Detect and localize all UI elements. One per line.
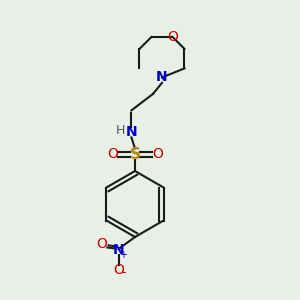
- Text: O: O: [152, 148, 163, 161]
- Text: S: S: [130, 147, 140, 162]
- Text: O: O: [107, 148, 118, 161]
- Text: O: O: [113, 263, 124, 277]
- Text: O: O: [97, 238, 107, 251]
- Text: -: -: [122, 266, 126, 280]
- Text: H: H: [115, 124, 125, 137]
- Text: +: +: [119, 250, 127, 260]
- Text: N: N: [113, 244, 124, 257]
- Text: N: N: [156, 70, 168, 84]
- Text: N: N: [126, 125, 137, 139]
- Text: O: O: [167, 30, 178, 44]
